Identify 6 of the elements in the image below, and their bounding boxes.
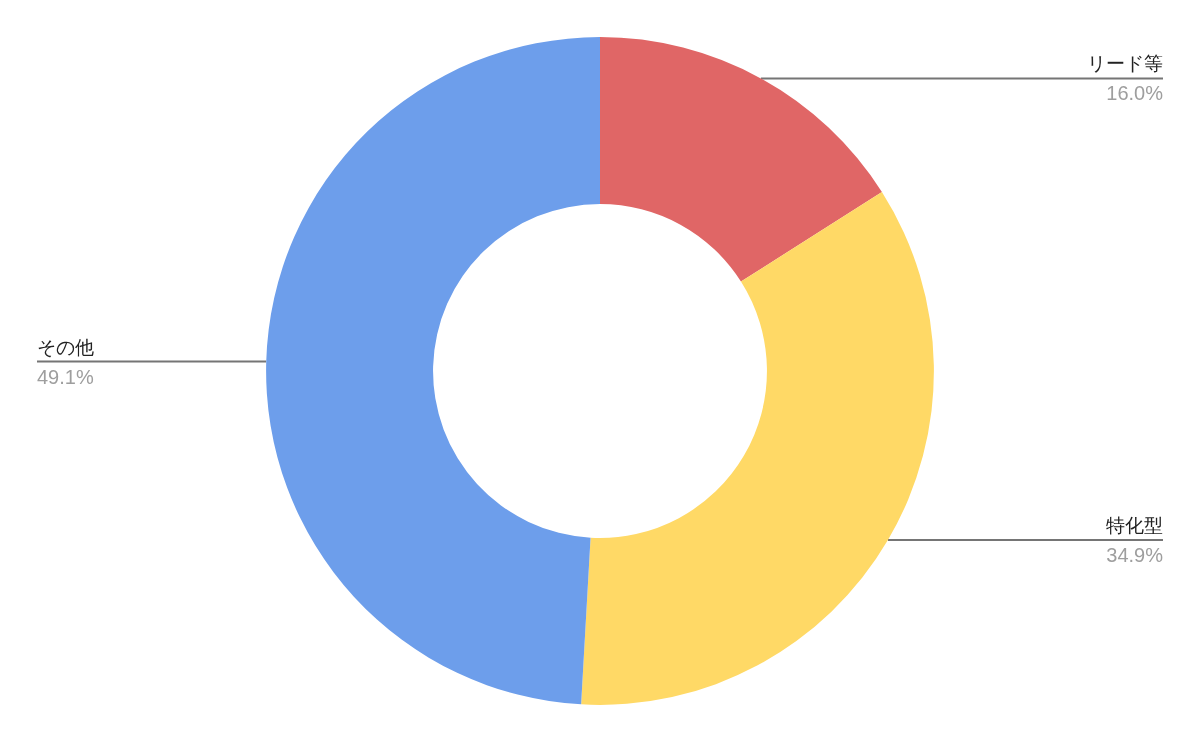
data-label: 16.0%: [1106, 82, 1164, 105]
slice-label: リード等: [1087, 52, 1163, 75]
slice-label: その他: [37, 335, 94, 358]
data-label: 34.9%: [1106, 544, 1164, 567]
data-label: 49.1%: [37, 365, 94, 388]
slice-label: 特化型: [1106, 514, 1163, 537]
